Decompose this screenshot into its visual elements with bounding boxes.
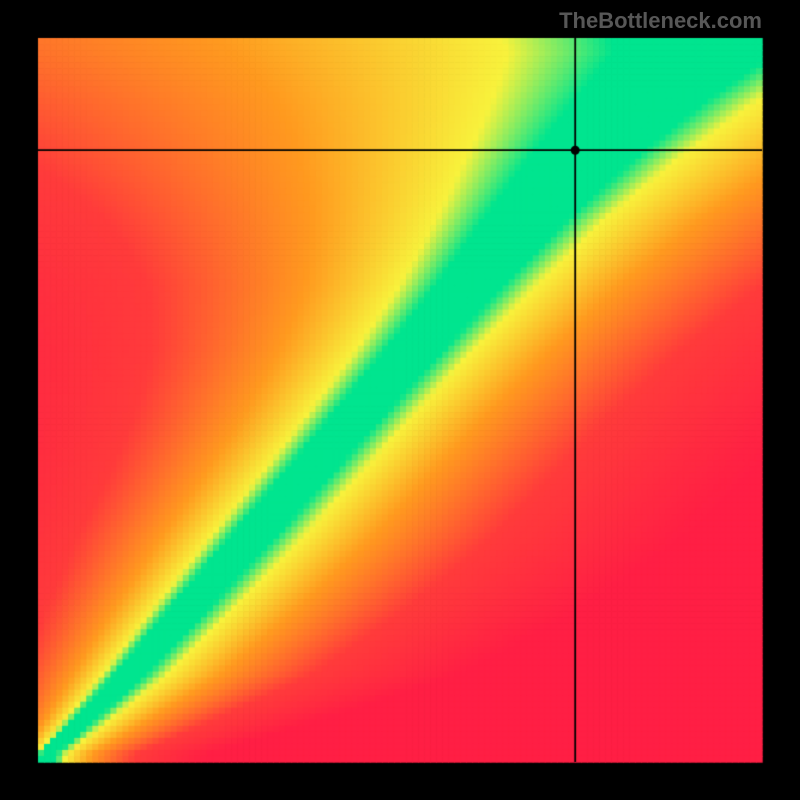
watermark-text: TheBottleneck.com xyxy=(559,8,762,34)
bottleneck-heatmap xyxy=(0,0,800,800)
